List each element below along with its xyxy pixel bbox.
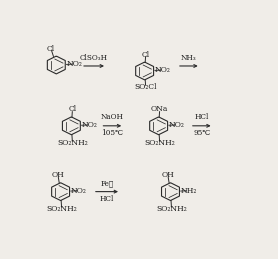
Text: Cl: Cl — [47, 45, 55, 53]
Text: SO₂Cl: SO₂Cl — [135, 83, 157, 91]
Text: OH: OH — [52, 171, 64, 179]
Text: ONa: ONa — [151, 105, 168, 113]
Text: Cl: Cl — [142, 51, 150, 59]
Text: SO₂NH₂: SO₂NH₂ — [156, 205, 187, 213]
Text: NO₂: NO₂ — [67, 60, 83, 68]
Text: NO₂: NO₂ — [82, 121, 98, 129]
Text: NO₂: NO₂ — [155, 66, 171, 74]
Text: Fe等: Fe等 — [100, 179, 113, 187]
Text: OH: OH — [162, 171, 174, 179]
Text: 105℃: 105℃ — [101, 129, 123, 137]
Text: Cl: Cl — [68, 105, 76, 113]
Text: NaOH: NaOH — [101, 113, 124, 121]
Text: HCl: HCl — [195, 113, 209, 121]
Text: NO₂: NO₂ — [169, 121, 185, 129]
Text: NH₃: NH₃ — [181, 54, 197, 62]
Text: SO₂NH₂: SO₂NH₂ — [144, 139, 175, 147]
Text: SO₂NH₂: SO₂NH₂ — [46, 205, 77, 213]
Text: 95℃: 95℃ — [193, 129, 210, 137]
Text: NH₂: NH₂ — [181, 187, 197, 195]
Text: ClSO₃H: ClSO₃H — [80, 54, 108, 62]
Text: NO₂: NO₂ — [71, 187, 87, 195]
Text: HCl: HCl — [100, 195, 114, 203]
Text: SO₂NH₂: SO₂NH₂ — [57, 139, 88, 147]
